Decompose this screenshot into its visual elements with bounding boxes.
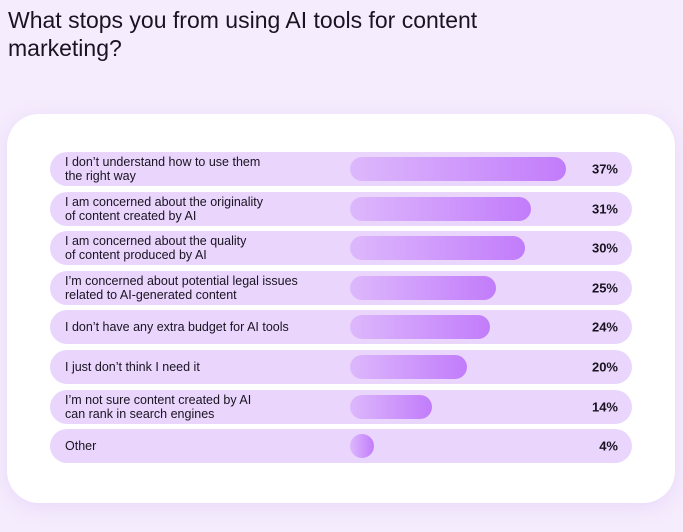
bar-row: I just don’t think I need it 20% (50, 350, 632, 384)
category-label: I just don’t think I need it (65, 360, 200, 374)
category-label: I’m not sure content created by AI can r… (65, 392, 252, 421)
category-label: I don’t have any extra budget for AI too… (65, 320, 289, 335)
value-label: 4% (599, 438, 618, 454)
bar-row: I don’t understand how to use them the r… (50, 152, 632, 186)
bar-row: I am concerned about the originality of … (50, 191, 632, 226)
bar (350, 196, 532, 221)
chart-card: I don’t understand how to use them the r… (7, 114, 675, 503)
bar-row: I’m not sure content created by AI can r… (50, 389, 632, 424)
value-label: 37% (591, 161, 618, 177)
bar (350, 434, 374, 459)
bar (350, 394, 432, 419)
bar-row: I am concerned about the quality of cont… (50, 231, 632, 266)
bar-row: I’m concerned about potential legal issu… (50, 270, 632, 305)
bar (350, 275, 496, 300)
category-label: Other (65, 439, 97, 454)
category-label: I don’t understand how to use them the r… (65, 155, 261, 183)
bar (350, 355, 467, 379)
chart-title: What stops you from using AI tools for c… (8, 7, 478, 61)
bar-row: I don’t have any extra budget for AI too… (50, 310, 632, 345)
value-label: 25% (591, 280, 618, 296)
category-label: I’m concerned about potential legal issu… (65, 273, 298, 302)
bar (350, 157, 567, 181)
bar (350, 315, 491, 340)
bar (350, 236, 526, 261)
value-label: 24% (591, 319, 618, 335)
category-label: I am concerned about the originality of … (65, 194, 264, 223)
category-label: I am concerned about the quality of cont… (65, 234, 247, 263)
bar-row: Other 4% (50, 429, 632, 464)
value-label: 31% (591, 201, 618, 217)
value-label: 14% (591, 399, 618, 415)
value-label: 30% (591, 240, 618, 256)
value-label: 20% (591, 359, 618, 375)
